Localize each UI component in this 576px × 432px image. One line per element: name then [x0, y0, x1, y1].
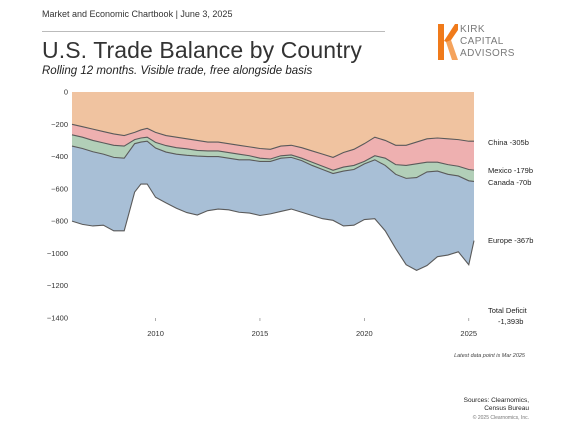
- total-deficit-label: Total Deficit: [488, 306, 528, 315]
- x-tick-label: 2010: [147, 329, 164, 338]
- y-tick-label: −800: [51, 217, 68, 226]
- x-tick-label: 2020: [356, 329, 373, 338]
- series-area-china: [72, 92, 474, 158]
- total-deficit-value: -1,393b: [498, 317, 523, 326]
- logo-line-2: CAPITAL: [460, 36, 504, 47]
- y-tick-label: −1400: [47, 314, 68, 323]
- series-area-europe: [72, 141, 474, 271]
- latest-data-note: Latest data point is Mar 2025: [454, 353, 525, 359]
- company-logo: KIRK CAPITAL ADVISORS: [438, 22, 548, 66]
- series-label-mexico: Mexico -179b: [488, 166, 533, 175]
- source-line-2: Census Bureau: [484, 405, 529, 412]
- publication-header: Market and Economic Chartbook | June 3, …: [42, 9, 233, 19]
- series-line-canada: [71, 140, 475, 182]
- series-label-china: China -305b: [488, 138, 529, 147]
- y-tick-label: −1200: [47, 281, 68, 290]
- logo-line-3: ADVISORS: [460, 48, 515, 59]
- logo-text: KIRK CAPITAL ADVISORS: [460, 24, 515, 60]
- logo-k-mark-icon: [438, 24, 458, 60]
- series-line-europe: [71, 183, 475, 271]
- series-label-canada: Canada -70b: [488, 178, 531, 187]
- logo-line-1: KIRK: [460, 24, 485, 35]
- chart-subtitle: Rolling 12 months. Visible trade, free a…: [42, 65, 313, 77]
- header-rule: [42, 31, 385, 32]
- x-tick-label: 2015: [252, 329, 269, 338]
- series-area-mexico: [72, 124, 474, 171]
- y-tick-label: −1000: [47, 249, 68, 258]
- copyright: © 2025 Clearnomics, Inc.: [472, 415, 529, 421]
- y-tick-label: −400: [51, 152, 68, 161]
- x-tick-label: 2025: [460, 329, 477, 338]
- y-tick-label: −600: [51, 184, 68, 193]
- source-note: Sources: Clearnomics, Census Bureau: [464, 397, 529, 413]
- series-label-europe: Europe -367b: [488, 236, 533, 245]
- y-tick-label: 0: [64, 88, 68, 97]
- series-line-china: [71, 123, 474, 158]
- y-tick-label: −200: [51, 120, 68, 129]
- below-total-area: [72, 184, 474, 318]
- series-line-mexico: [71, 134, 475, 171]
- source-line-1: Sources: Clearnomics,: [463, 397, 529, 404]
- chart-title: U.S. Trade Balance by Country: [42, 37, 362, 63]
